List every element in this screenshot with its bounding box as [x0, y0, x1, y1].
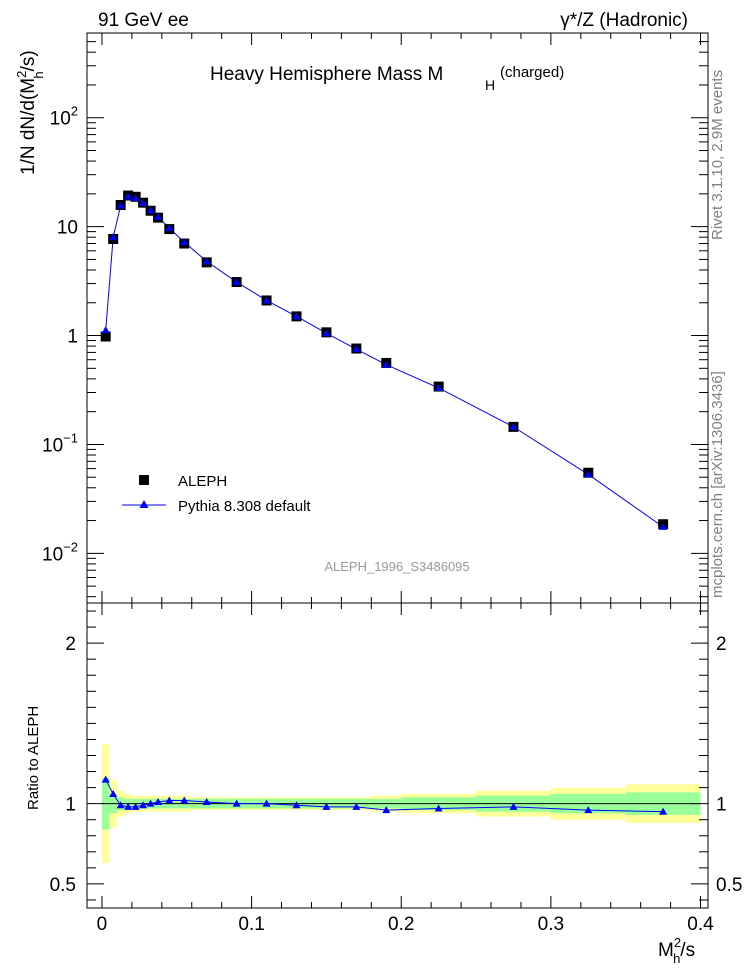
header-right: γ*/Z (Hadronic)	[560, 10, 688, 31]
header-left: 91 GeV ee	[98, 10, 189, 31]
ratio-mc-point	[165, 796, 174, 804]
svg-text:1/N dN/d(M2h/s): 1/N dN/d(M2 h/s)	[14, 50, 46, 175]
ratio-frame	[86, 602, 709, 909]
side-text-top: Rivet 3.1.10, 2.9M events	[709, 70, 726, 240]
ratio-mc-point	[382, 806, 391, 814]
title-suffix: (charged)	[500, 64, 564, 81]
ratio-mc-point	[146, 799, 155, 807]
ratio-mc-point	[232, 799, 241, 807]
mc-point	[101, 326, 110, 334]
ylabel-sub: h	[31, 71, 46, 78]
xlabel-end: /s	[680, 940, 695, 961]
mc-point	[202, 257, 211, 265]
x-tick-label: 0.3	[538, 914, 564, 935]
data-point	[100, 331, 111, 342]
ratio-y-tick-label: 0.5	[50, 875, 76, 896]
ratio-y-tick-label-right: 1	[716, 795, 727, 816]
ratio-mc-point	[202, 798, 211, 806]
legend-data-marker	[139, 475, 149, 485]
mc-point	[584, 470, 593, 478]
ratio-mc-point	[584, 806, 593, 814]
legend: ALEPH Pythia 8.308 default	[122, 473, 311, 515]
svg-text:mcplots.cern.ch [arXiv:1306.34: mcplots.cern.ch [arXiv:1306.3436]	[709, 371, 726, 598]
y-tick-label: 10−1	[42, 430, 78, 456]
y-tick-label: 10−2	[42, 539, 78, 565]
mc-point	[509, 422, 518, 430]
ratio-mc-point	[101, 775, 110, 783]
ratio-y-label: Ratio to ALEPH	[25, 706, 42, 810]
legend-data-label: ALEPH	[178, 473, 227, 490]
mc-point	[116, 201, 125, 209]
y-axis-label: 1/N dN/d(M2 h/s)	[14, 50, 46, 175]
ratio-mc-point	[154, 798, 163, 806]
ylabel-main: 1/N dN/d(M	[18, 78, 39, 175]
mc-point	[154, 212, 163, 220]
mc-point	[139, 198, 148, 206]
mc-point	[382, 360, 391, 368]
y-tick-label: 1	[67, 327, 78, 348]
ylabel-end: /s)	[18, 50, 39, 71]
x-tick-label: 0.1	[238, 914, 264, 935]
mc-point	[292, 312, 301, 320]
data-marks	[100, 190, 669, 815]
x-axis-label: M2 h/s	[658, 935, 695, 966]
ratio-y-tick-label: 1	[65, 795, 76, 816]
side-text-bottom: mcplots.cern.ch [arXiv:1306.3436]	[709, 371, 726, 598]
axis-ticks	[87, 32, 708, 908]
plot-title: Heavy Hemisphere Mass M	[210, 64, 443, 85]
ratio-mc-point	[131, 802, 140, 810]
mc-point	[262, 296, 271, 304]
ratio-y-tick-label-right: 2	[716, 634, 727, 655]
ratio-uncertainty-bands	[101, 744, 701, 864]
ratio-mc-point	[262, 799, 271, 807]
ratio-mc-point	[509, 802, 518, 810]
mc-point	[109, 233, 118, 241]
mc-point	[322, 329, 331, 337]
ratio-mc-point	[180, 796, 189, 804]
y-tick-label: 10	[57, 218, 78, 239]
ratio-mc-point	[659, 807, 668, 815]
mc-point	[180, 238, 189, 246]
xlabel-main: M	[658, 940, 674, 961]
ratio-mc-point	[292, 801, 301, 809]
title-main: Heavy Hemisphere Mass M	[210, 64, 443, 85]
ratio-mc-point	[139, 801, 148, 809]
legend-mc-label: Pythia 8.308 default	[178, 498, 311, 515]
svg-text:Ratio to ALEPH: Ratio to ALEPH	[25, 706, 42, 810]
ratio-mc-point	[109, 790, 118, 798]
mc-point	[165, 224, 174, 232]
y-tick-label: 102	[50, 104, 78, 130]
mc-point	[232, 278, 241, 286]
axis-tick-labels: 0 0.1 0.2 0.3 0.4 10−2 10−1 1 10 102 0.5 0.5 1 1 2 2	[42, 104, 742, 935]
legend-mc-marker	[139, 500, 149, 508]
mc-point	[659, 522, 668, 530]
xlabel-sub: h	[673, 951, 680, 966]
ratio-y-tick-label: 2	[65, 634, 76, 655]
analysis-id: ALEPH_1996_S3486095	[324, 559, 469, 574]
mc-point	[131, 194, 140, 202]
plot-frames	[86, 32, 709, 909]
title-subscript: H	[485, 77, 495, 93]
ratio-mc-point	[434, 804, 443, 812]
ratio-mc-point	[116, 801, 125, 809]
ratio-y-tick-label-right: 0.5	[716, 875, 742, 896]
x-tick-label: 0.4	[687, 914, 714, 935]
mc-point	[124, 192, 133, 200]
ratio-mc-point	[352, 802, 361, 810]
x-tick-label: 0	[97, 914, 108, 935]
mc-point	[434, 383, 443, 391]
ratio-mc-point	[124, 802, 133, 810]
ylabel-sup: 2	[14, 71, 29, 78]
ratio-mc-point	[322, 802, 331, 810]
mc-point	[146, 206, 155, 214]
x-tick-label: 0.2	[388, 914, 414, 935]
xlabel-sup: 2	[674, 935, 681, 950]
svg-text:Rivet 3.1.10, 2.9M events: Rivet 3.1.10, 2.9M events	[709, 70, 726, 240]
mc-point	[352, 345, 361, 353]
main-frame	[86, 32, 709, 604]
